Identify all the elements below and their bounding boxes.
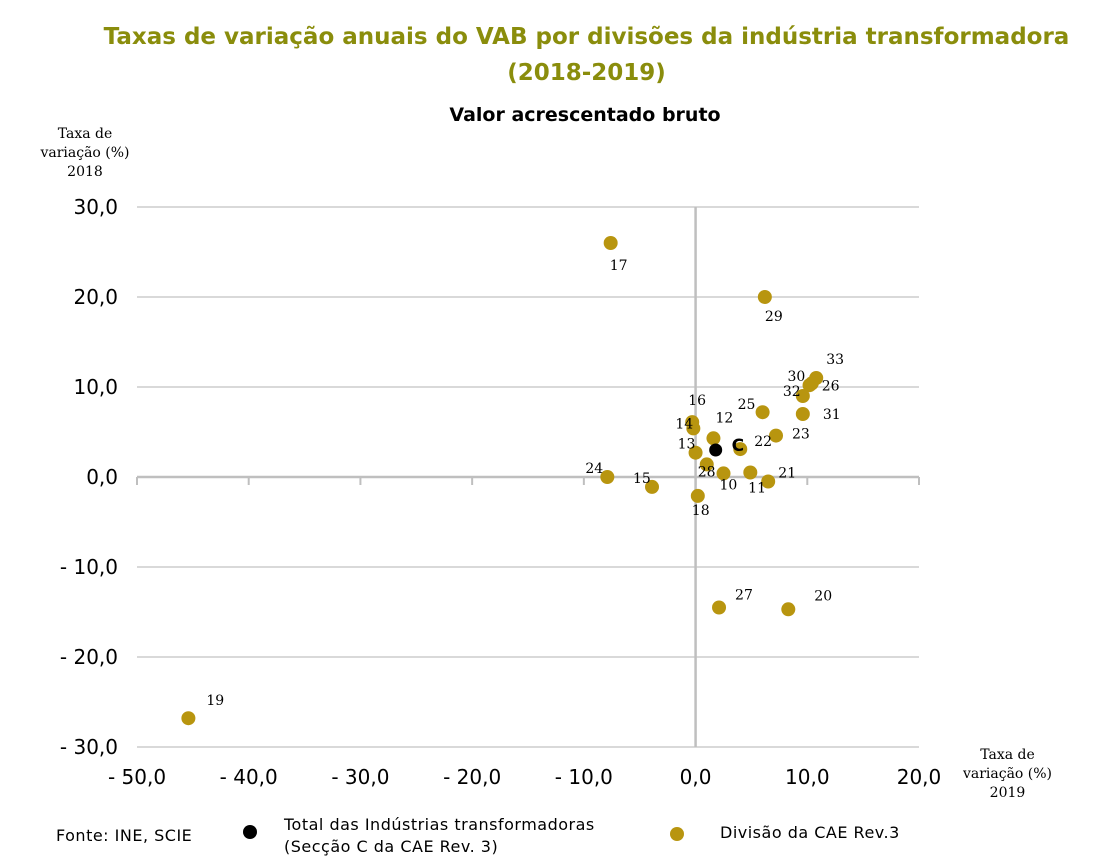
division-point-21 (743, 465, 758, 480)
division-point-32 (795, 389, 810, 403)
division-point-label-25: 25 (738, 397, 756, 413)
division-point-label-19: 19 (206, 693, 224, 709)
division-point-20 (781, 602, 796, 617)
y-tick-label: 20,0 (73, 285, 118, 309)
x-tick-label: - 40,0 (220, 765, 278, 789)
division-point-label-33: 33 (826, 352, 844, 368)
division-point-18 (690, 488, 705, 503)
division-point-24 (600, 470, 615, 484)
division-point-19 (181, 711, 196, 726)
y-axis-label: Taxa de variação (%) 2018 (20, 125, 150, 182)
division-point-label-26: 26 (822, 378, 840, 394)
x-axis-label-line2: variação (%) (962, 766, 1053, 782)
division-point-28 (699, 457, 714, 472)
division-point-label-22: 22 (754, 434, 772, 450)
division-point-29 (757, 290, 772, 304)
total-point-C (709, 443, 723, 457)
legend-division-marker (670, 827, 684, 841)
division-point-label-30: 30 (788, 369, 806, 385)
division-point-12 (706, 431, 721, 446)
division-point-label-21: 21 (778, 466, 796, 482)
x-axis-label-line1: Taxa de (980, 747, 1035, 763)
division-point-label-32: 32 (783, 384, 801, 400)
source-note: Fonte: INE, SCIE (56, 826, 193, 845)
y-axis-label-line1: Taxa de (57, 126, 113, 142)
x-tick-label: 0,0 (680, 765, 712, 789)
division-point-label-14: 14 (675, 416, 693, 432)
division-point-label-27: 27 (735, 588, 753, 604)
y-axis-label-line2: variação (%) (40, 145, 130, 161)
x-tick-label: - 10,0 (555, 765, 613, 789)
division-point-label-12: 12 (715, 410, 733, 426)
chart-title-line2: (2018-2019) (507, 60, 666, 86)
division-point-label-11: 11 (748, 481, 766, 497)
division-point-label-29: 29 (765, 309, 783, 325)
x-tick-label: - 50,0 (108, 765, 166, 789)
division-point-15 (645, 479, 660, 494)
division-point-label-24: 24 (585, 461, 603, 477)
y-tick-label: 10,0 (73, 375, 118, 399)
division-point-26 (804, 376, 819, 391)
x-axis-label-line3: 2019 (989, 785, 1026, 801)
y-axis-label-line3: 2018 (67, 164, 103, 180)
division-point-23 (769, 428, 784, 443)
division-point-label-13: 13 (678, 437, 696, 453)
division-point-31 (795, 407, 810, 421)
division-point-label-15: 15 (633, 471, 651, 487)
legend-total-label: Total das Indústrias transformadoras (Se… (284, 814, 595, 858)
division-point-label-23: 23 (792, 427, 810, 443)
x-axis-label: Taxa de variação (%) 2019 (945, 746, 1070, 803)
legend-division-label: Divisão da CAE Rev.3 (720, 823, 900, 842)
division-point-22 (733, 442, 748, 457)
y-tick-label: - 30,0 (60, 735, 118, 759)
chart-subtitle: Valor acrescentado bruto (449, 104, 721, 126)
division-point-10 (716, 466, 731, 481)
division-point-label-18: 18 (692, 503, 710, 519)
total-point-label-C: C (732, 436, 744, 456)
division-point-label-20: 20 (814, 588, 832, 604)
division-point-label-16: 16 (688, 393, 706, 409)
division-point-11 (761, 474, 776, 489)
legend-total-line2: (Secção C da CAE Rev. 3) (284, 837, 499, 856)
legend-total-line1: Total das Indústrias transformadoras (284, 815, 595, 834)
division-point-13 (688, 445, 703, 460)
x-tick-label: - 30,0 (331, 765, 389, 789)
y-tick-label: - 20,0 (60, 645, 118, 669)
division-point-label-17: 17 (610, 258, 628, 274)
y-tick-label: 30,0 (73, 195, 118, 219)
division-point-label-10: 10 (720, 477, 738, 493)
chart-title-line1: Taxas de variação anuais do VAB por divi… (103, 24, 1070, 50)
x-tick-label: - 20,0 (443, 765, 501, 789)
division-point-14 (686, 421, 701, 436)
x-tick-label: 20,0 (897, 765, 942, 789)
division-point-label-28: 28 (698, 464, 716, 480)
division-point-label-31: 31 (823, 407, 841, 423)
y-tick-label: 0,0 (86, 465, 118, 489)
division-point-27 (712, 600, 727, 615)
division-point-17 (603, 236, 618, 250)
x-tick-label: 10,0 (785, 765, 830, 789)
division-point-25 (755, 405, 770, 420)
y-tick-label: - 10,0 (60, 555, 118, 579)
legend-total-marker (243, 825, 257, 839)
